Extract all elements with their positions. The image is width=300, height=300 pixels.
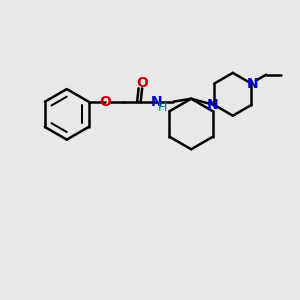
Text: O: O (136, 76, 148, 90)
Text: N: N (151, 95, 163, 109)
Text: N: N (207, 98, 219, 112)
Text: H: H (158, 100, 167, 114)
Text: N: N (247, 76, 259, 91)
Text: O: O (100, 95, 112, 109)
